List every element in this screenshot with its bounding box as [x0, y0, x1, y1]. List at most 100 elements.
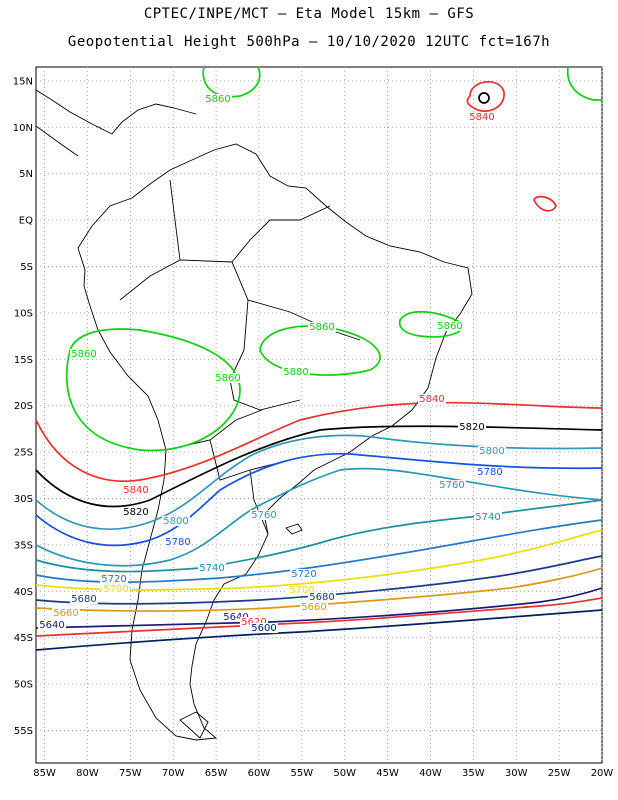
contour-label-bg: [288, 585, 316, 595]
contour-label-5860: 5860: [309, 322, 334, 333]
tierra-del-fuego: [179, 711, 209, 739]
contour-5840: [466, 81, 505, 112]
contour-label-5860: 5860: [205, 94, 230, 105]
contour-5640: [35, 587, 603, 629]
lat-tick-label: EQ: [19, 216, 33, 227]
contour-5700: [35, 529, 603, 591]
contour-label-bg: [214, 373, 242, 383]
lat-tick-label: 10N: [13, 123, 33, 134]
lat-tick-label: 20S: [14, 401, 33, 412]
lon-tick-label: 20W: [591, 768, 614, 779]
contour-label-bg: [308, 592, 336, 602]
contour-label-bg: [240, 617, 268, 627]
lat-tick-label: 10S: [14, 308, 33, 319]
lat-tick-label: 40S: [14, 587, 33, 598]
contour-label-bg: [300, 602, 328, 612]
contour-5860: [202, 66, 261, 98]
contour-5680: [35, 555, 603, 605]
contour-label-bg: [282, 367, 310, 377]
contour-5600: [35, 609, 603, 651]
contour-label-bg: [204, 94, 232, 104]
contour-5860: [566, 66, 602, 101]
lat-tick-label: 25S: [14, 448, 33, 459]
contour-5620: [35, 597, 603, 637]
contour-label-bg: [458, 422, 486, 432]
lat-tick-label: 55S: [14, 726, 33, 737]
contour-label-5720: 5720: [101, 574, 126, 585]
lat-tick-label: 45S: [14, 633, 33, 644]
contour-5740: [35, 499, 603, 573]
contour-label-bg: [102, 584, 130, 594]
contour-label-bg: [122, 485, 150, 495]
contour-label-5840: 5840: [469, 112, 494, 123]
contour-label-5780: 5780: [165, 537, 190, 548]
contour-high-center: [478, 92, 490, 104]
contour-labels: 5860 5840 5860 5860 5860 5860 5880 5840 5820 5800…: [38, 94, 506, 634]
contour-label-5760: 5760: [251, 510, 276, 521]
lat-tick-label: 5N: [19, 169, 33, 180]
contour-label-bg: [438, 480, 466, 490]
contour-label-5600: 5600: [251, 623, 276, 634]
contour-label-5640: 5640: [39, 620, 64, 631]
contour-label-bg: [418, 394, 446, 404]
lat-tick-label: 35S: [14, 540, 33, 551]
contour-label-5800: 5800: [163, 516, 188, 527]
contour-label-bg: [308, 322, 336, 332]
lon-tick-label: 30W: [505, 768, 528, 779]
map-title-line2: Geopotential Height 500hPa – 10/10/2020 …: [67, 34, 551, 50]
lon-tick-label: 45W: [376, 768, 399, 779]
axis-ticks: 15N 10N 5N EQ 5S 10S 15S 20S 25S 30S 35S 40S 45S 50S 5…: [13, 76, 614, 779]
contour-5800: [35, 434, 603, 531]
lon-tick-label: 40W: [419, 768, 442, 779]
contour-label-5820: 5820: [459, 422, 484, 433]
contour-label-bg: [122, 507, 150, 517]
contour-label-bg: [70, 594, 98, 604]
lon-tick-label: 85W: [33, 768, 56, 779]
contour-label-5820: 5820: [123, 507, 148, 518]
contour-label-bg: [100, 574, 128, 584]
contour-label-5620: 5620: [241, 617, 266, 628]
contour-5660: [35, 567, 603, 612]
contour-label-bg: [38, 620, 66, 630]
contour-label-5760: 5760: [439, 480, 464, 491]
contour-label-5860: 5860: [215, 373, 240, 384]
contour-label-5780: 5780: [477, 467, 502, 478]
map-title-line1: CPTEC/INPE/MCT – Eta Model 15km – GFS: [143, 6, 475, 22]
lon-tick-label: 35W: [462, 768, 485, 779]
contour-label-5660: 5660: [301, 602, 326, 613]
lat-tick-label: 5S: [20, 262, 33, 273]
central-america: [35, 89, 197, 135]
caribbean-coast: [35, 125, 79, 157]
contour-5840: [533, 195, 557, 212]
contour-5840: [35, 401, 603, 482]
contour-label-5840: 5840: [419, 394, 444, 405]
lon-tick-label: 65W: [205, 768, 228, 779]
falkland-islands: [285, 523, 303, 535]
brazil-interior-borders: [119, 179, 361, 411]
contour-label-5860: 5860: [71, 349, 96, 360]
contour-5780: [35, 452, 603, 547]
lon-tick-label: 70W: [162, 768, 185, 779]
contour-label-bg: [52, 608, 80, 618]
contour-label-bg: [198, 563, 226, 573]
lat-tick-label: 15N: [13, 76, 33, 87]
lon-tick-label: 75W: [119, 768, 142, 779]
contour-label-5700: 5700: [289, 585, 314, 596]
lon-tick-label: 50W: [333, 768, 356, 779]
lat-tick-label: 30S: [14, 494, 33, 505]
contour-label-bg: [474, 512, 502, 522]
contour-lines: [35, 66, 603, 651]
lat-tick-label: 50S: [14, 680, 33, 691]
contour-label-bg: [290, 569, 318, 579]
contour-label-bg: [222, 612, 250, 622]
lon-tick-label: 60W: [248, 768, 271, 779]
contour-label-bg: [478, 446, 506, 456]
contour-label-bg: [476, 467, 504, 477]
contour-label-bg: [162, 516, 190, 526]
contour-label-5640: 5640: [223, 612, 248, 623]
contour-label-5840: 5840: [123, 485, 148, 496]
contour-label-5740: 5740: [199, 563, 224, 574]
contour-label-5860: 5860: [437, 321, 462, 332]
contour-label-bg: [250, 510, 278, 520]
